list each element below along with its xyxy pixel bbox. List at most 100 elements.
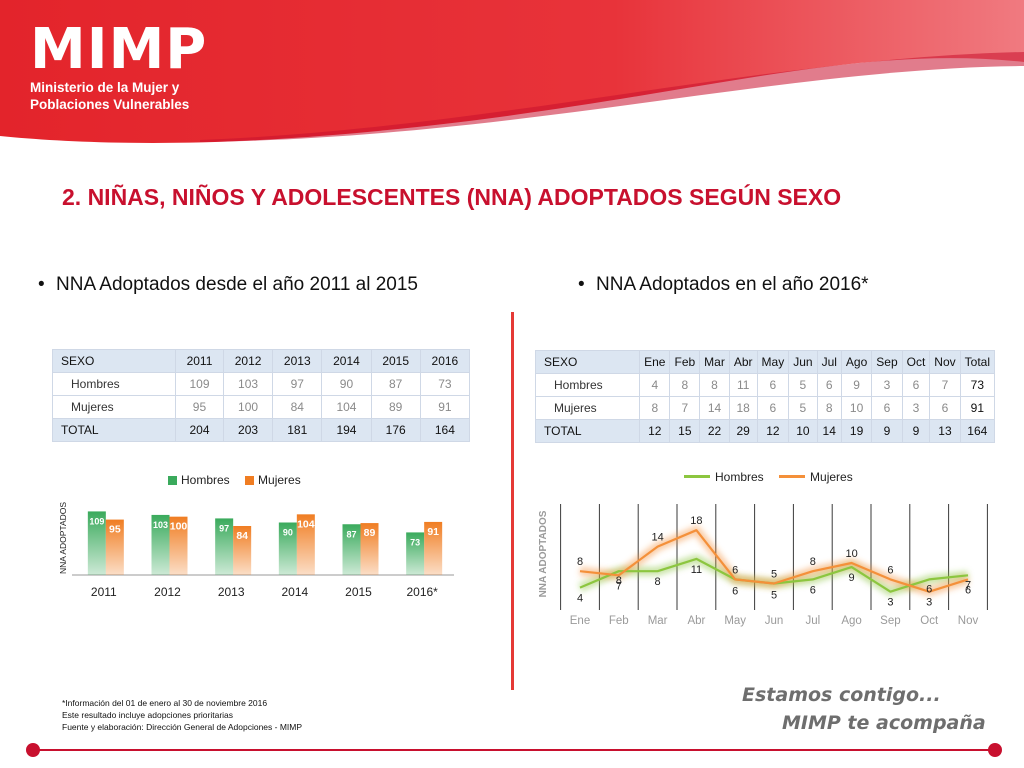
table-cell: 203 [222,418,274,442]
x-tick-label: Feb [609,615,629,627]
x-tick-label: Mar [648,615,668,627]
data-label-hombres: 9 [849,572,855,584]
footer-rule [32,749,994,751]
right-bullet: • NNA Adoptados en el año 2016* [578,274,869,296]
legend-item-hombres: Hombres [684,470,764,484]
table-cell: 12 [639,419,671,443]
table-header-cell: 2013 [272,349,323,373]
logo-subtitle-line1: Ministerio de la Mujer y [30,80,180,95]
left-bullet-text: NNA Adoptados desde el año 2011 al 2015 [56,274,418,295]
legend-swatch [168,475,177,485]
table-cell: 8 [639,396,671,420]
table-cell: 4 [639,373,671,397]
section-divider [511,312,514,690]
bar-value-label: 104 [297,518,315,530]
data-label-hombres: 6 [926,583,932,595]
table-header-cell: SEXO [534,350,641,374]
table-cell: 91 [419,395,471,419]
bar-value-label: 90 [283,528,293,538]
legend-line [684,475,710,478]
monthly-table: SEXO Ene Feb Mar Abr May Jun Jul Ago Sep… [534,350,996,443]
table-cell: 19 [840,419,873,443]
bar-hombres [87,511,106,575]
footnote-line: Este resultado incluye adopciones priori… [62,710,234,720]
table-cell: 29 [728,419,758,443]
table-cell: 12 [756,419,790,443]
table-cell: 104 [321,395,372,419]
table-cell: 181 [272,418,323,442]
table-cell: 7 [669,396,701,420]
table-cell: 8 [669,373,701,397]
table-header-cell: Total [959,350,996,374]
table-header-cell: Ene [639,350,671,374]
bar-mujeres [296,514,315,575]
table-cell: 204 [175,418,224,442]
bar-mujeres [169,516,188,575]
data-label-mujeres: 10 [845,548,857,560]
table-header-cell: 2011 [175,349,224,373]
x-tick-label: Sep [880,615,900,627]
bar-hombres [406,532,425,575]
table-cell: 84 [272,395,323,419]
table-header-cell: SEXO [52,349,176,373]
line-chart-legend: Hombres Mujeres [684,467,865,484]
y-axis-label: NNA ADOPTADOS [58,502,68,574]
x-tick-label: 2016* [406,585,438,599]
bar-value-label: 100 [170,521,188,533]
table-header-cell: May [756,350,790,374]
table-cell: 10 [840,396,873,420]
x-tick-label: 2013 [218,585,245,599]
logo-subtitle-line2: Poblaciones Vulnerables [30,97,190,112]
x-tick-label: Ene [570,615,590,627]
data-label-hombres: 3 [887,597,893,609]
data-label-hombres: 8 [616,575,622,587]
right-bullet-text: NNA Adoptados en el año 2016* [596,274,869,295]
x-tick-label: 2015 [345,585,372,599]
x-tick-label: Jun [765,615,784,627]
table-cell: 9 [901,419,931,443]
data-label-mujeres: 6 [965,584,971,596]
logo-wordmark: MIMP [30,17,208,82]
table-cell: 6 [901,373,931,397]
table-row-mujeres: Mujeres 8 7 14 18 6 5 8 10 6 3 6 91 [534,396,996,420]
bar-value-label: 95 [109,524,121,536]
footnote: *Información del 01 de enero al 30 de no… [62,697,302,733]
legend-item-hombres: Hombres [168,473,230,487]
table-row-label: Mujeres [52,395,176,419]
table-cell: 14 [699,396,730,420]
table-cell: 10 [788,419,818,443]
table-cell: 5 [788,373,818,397]
footer-dot-right [988,743,1002,757]
table-header-cell: 2015 [370,349,421,373]
table-cell: 9 [871,419,903,443]
table-header-cell: Mar [699,350,730,374]
table-header-cell: Jun [788,350,818,374]
table-cell: 11 [728,373,758,397]
table-cell: 90 [321,372,372,396]
data-label-hombres: 5 [771,590,777,602]
table-cell: 9 [840,373,873,397]
table-header-cell: Nov [929,350,961,374]
data-label-hombres: 4 [577,593,583,605]
footnote-line: Fuente y elaboración: Dirección General … [62,722,303,732]
data-label-mujeres: 6 [887,564,893,576]
table-cell: 18 [728,396,758,420]
table-cell: 100 [222,395,274,419]
table-header-cell: Abr [728,350,758,374]
annual-table: SEXO 2011 2012 2013 2014 2015 2016 Hombr… [52,349,471,442]
x-tick-label: Oct [920,615,939,627]
table-cell: 6 [816,373,842,397]
bar-hombres [215,518,234,575]
data-label-mujeres: 18 [690,515,702,527]
x-tick-label: 2014 [281,585,308,599]
bar-mujeres [360,523,379,575]
table-cell: 194 [321,418,372,442]
x-tick-label: Ago [841,615,861,627]
table-cell: 164 [959,419,996,443]
data-label-hombres: 7 [965,579,971,591]
bar-value-label: 103 [153,520,168,530]
tagline-line2: MIMP te acompaña [782,712,986,734]
table-cell: 6 [756,396,790,420]
legend-label: Mujeres [258,473,301,487]
bar-value-label: 89 [364,527,376,539]
